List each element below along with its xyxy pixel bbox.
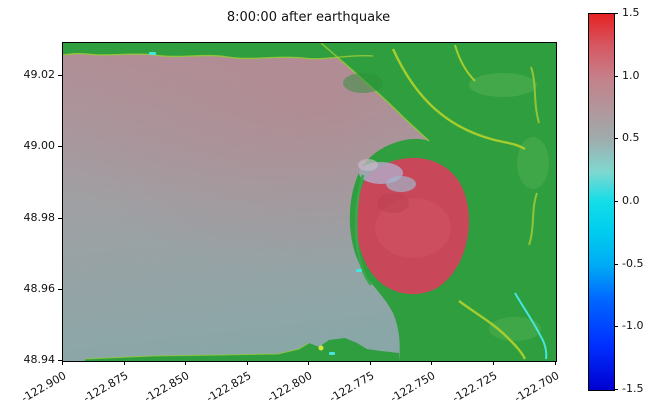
x-tick-label: -122.800 <box>265 369 315 405</box>
colorbar-tick-label: -1.0 <box>622 319 644 332</box>
land-bottom-strip <box>85 338 399 361</box>
x-tick-mark <box>62 361 63 365</box>
x-tick-label: -122.750 <box>388 369 438 405</box>
map-canvas <box>63 43 556 361</box>
river-contour <box>530 66 540 124</box>
spit-shoreline <box>355 174 372 286</box>
harbor-entrance-patch <box>386 176 416 192</box>
x-tick-mark <box>247 361 248 365</box>
shore-cyan-speck-spit <box>356 269 362 272</box>
y-tick-mark <box>58 146 62 147</box>
harbor-entrance-patch <box>358 159 378 171</box>
x-tick-mark <box>431 361 432 365</box>
x-tick-label: -122.900 <box>19 369 69 405</box>
river-contour <box>391 48 526 151</box>
colorbar-tick-label: -0.5 <box>622 257 644 270</box>
river-contour <box>458 300 527 360</box>
plot-title: 8:00:00 after earthquake <box>226 10 391 25</box>
land-mottle <box>469 73 537 97</box>
bottom-strip-shore-contour <box>84 342 310 360</box>
x-tick-label: -122.700 <box>512 369 562 405</box>
land-top-strip <box>63 43 556 59</box>
plot-area <box>62 42 557 362</box>
harbor-bay-texture <box>375 198 451 258</box>
colorbar-tick-mark <box>614 13 618 14</box>
y-tick-label: 49.00 <box>23 139 56 152</box>
harbor-bay-texture-dark <box>377 193 409 213</box>
y-tick-mark <box>58 289 62 290</box>
land-mottle <box>517 137 549 189</box>
colorbar-tick-mark <box>614 201 618 202</box>
harbor-bay-red <box>356 157 470 295</box>
x-tick-label: -122.825 <box>204 369 254 405</box>
colorbar-tick-mark <box>614 138 618 139</box>
river-contour <box>528 192 538 246</box>
y-tick-label: 49.02 <box>23 68 56 81</box>
x-tick-mark <box>370 361 371 365</box>
colorbar-tick-mark <box>614 264 618 265</box>
colorbar-tick-label: 1.0 <box>622 69 640 82</box>
x-tick-label: -122.875 <box>81 369 131 405</box>
y-tick-mark <box>58 360 62 361</box>
x-tick-label: -122.725 <box>450 369 500 405</box>
colorbar <box>588 13 615 391</box>
coastline-contour <box>320 43 430 142</box>
x-tick-label: -122.775 <box>327 369 377 405</box>
y-tick-label: 48.94 <box>23 353 56 366</box>
x-tick-mark <box>185 361 186 365</box>
x-tick-mark <box>308 361 309 365</box>
land-mottle <box>489 317 541 341</box>
river-channel-cyan <box>514 292 548 360</box>
x-tick-mark <box>555 361 556 365</box>
x-tick-mark <box>124 361 125 365</box>
colorbar-tick-mark <box>614 326 618 327</box>
y-tick-mark <box>58 218 62 219</box>
shore-cyan-speck-bottom <box>329 352 335 355</box>
colorbar-tick-label: -1.5 <box>622 382 644 395</box>
land-mottle <box>343 73 383 93</box>
colorbar-tick-label: 0.0 <box>622 194 640 207</box>
x-tick-label: -122.850 <box>142 369 192 405</box>
river-contour <box>454 44 476 82</box>
colorbar-tick-mark <box>614 76 618 77</box>
y-tick-mark <box>58 75 62 76</box>
y-tick-label: 48.98 <box>23 211 56 224</box>
colorbar-tick-label: 0.5 <box>622 131 640 144</box>
bottom-yellow-dot <box>318 345 324 351</box>
colorbar-tick-mark <box>614 389 618 390</box>
shore-cyan-speck-top <box>149 52 156 55</box>
top-strip-shore-contour <box>63 52 374 60</box>
y-tick-label: 48.96 <box>23 282 56 295</box>
x-tick-mark <box>493 361 494 365</box>
colorbar-tick-label: 1.5 <box>622 6 640 19</box>
